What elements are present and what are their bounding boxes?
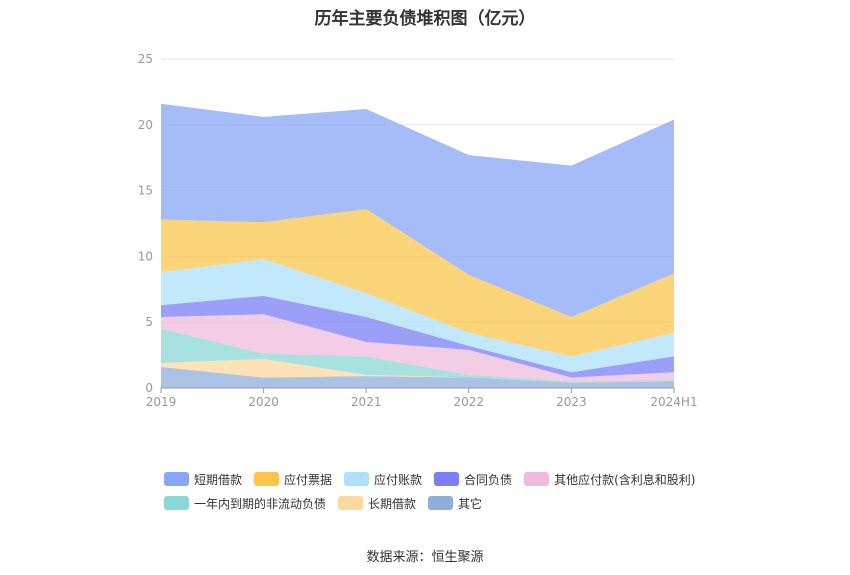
y-tick-label: 25	[138, 52, 153, 66]
area-其他应付款(含利息和股利)	[161, 314, 674, 382]
legend-item[interactable]: 其他应付款(含利息和股利)	[524, 470, 695, 488]
x-tick-label: 2020	[248, 395, 279, 409]
legend-row: 一年内到期的非流动负债 长期借款 其它	[164, 494, 724, 512]
data-source-note: 数据来源：恒生聚源	[366, 550, 484, 565]
y-tick-label: 20	[138, 118, 153, 132]
y-tick-label: 15	[138, 184, 153, 198]
x-tick-label: 2021	[351, 395, 382, 409]
legend-label: 合同负债	[464, 472, 513, 487]
legend-label: 其它	[458, 496, 483, 511]
legend-label: 应付票据	[284, 472, 333, 487]
axes: 0 5 10 15 20 25 2019 2020 2021 2022 2023 2024H1	[138, 52, 698, 409]
x-tick-label: 2023	[556, 395, 587, 409]
legend: 短期借款 应付票据 应付账款 合同负债 其他应付款(含利息和股利) 一年内到期的非流动负…	[164, 470, 724, 518]
area-一年内到期的非流动负债	[161, 328, 674, 383]
legend-item[interactable]: 合同负债	[434, 470, 512, 488]
area-长期借款	[161, 359, 674, 383]
legend-swatch	[164, 472, 189, 486]
legend-label: 长期借款	[368, 496, 417, 511]
legend-label: 应付账款	[374, 472, 423, 487]
area-合同负债	[161, 295, 674, 378]
legend-item[interactable]: 一年内到期的非流动负债	[164, 494, 326, 512]
legend-item[interactable]: 应付票据	[254, 470, 332, 488]
legend-label: 其他应付款(含利息和股利)	[554, 472, 696, 487]
legend-swatch	[428, 496, 454, 510]
x-tick-label: 2019	[146, 395, 177, 409]
y-tick-label: 5	[145, 315, 153, 329]
legend-item[interactable]: 应付账款	[344, 470, 422, 488]
legend-swatch	[338, 496, 364, 510]
legend-row: 短期借款 应付票据 应付账款 合同负债 其他应付款(含利息和股利)	[164, 470, 724, 488]
area-series	[161, 103, 674, 388]
x-tick-label: 2024H1	[650, 395, 697, 409]
area-应付账款	[161, 259, 674, 373]
legend-swatch	[344, 472, 370, 486]
x-tick-label: 2022	[454, 395, 485, 409]
legend-swatch	[524, 472, 550, 486]
legend-swatch	[164, 496, 189, 510]
area-其它	[161, 366, 674, 388]
area-短期借款	[161, 103, 674, 317]
legend-item[interactable]: 长期借款	[338, 494, 416, 512]
legend-item[interactable]: 其它	[428, 494, 482, 512]
legend-swatch	[254, 472, 280, 486]
legend-item[interactable]: 短期借款	[164, 470, 242, 488]
y-tick-label: 0	[145, 381, 153, 395]
area-应付票据	[161, 209, 674, 357]
y-tick-label: 10	[138, 249, 153, 263]
legend-swatch	[434, 472, 460, 486]
legend-label: 一年内到期的非流动负债	[194, 496, 327, 511]
chart-title: 历年主要负债堆积图（亿元）	[314, 9, 536, 29]
legend-label: 短期借款	[194, 472, 243, 487]
